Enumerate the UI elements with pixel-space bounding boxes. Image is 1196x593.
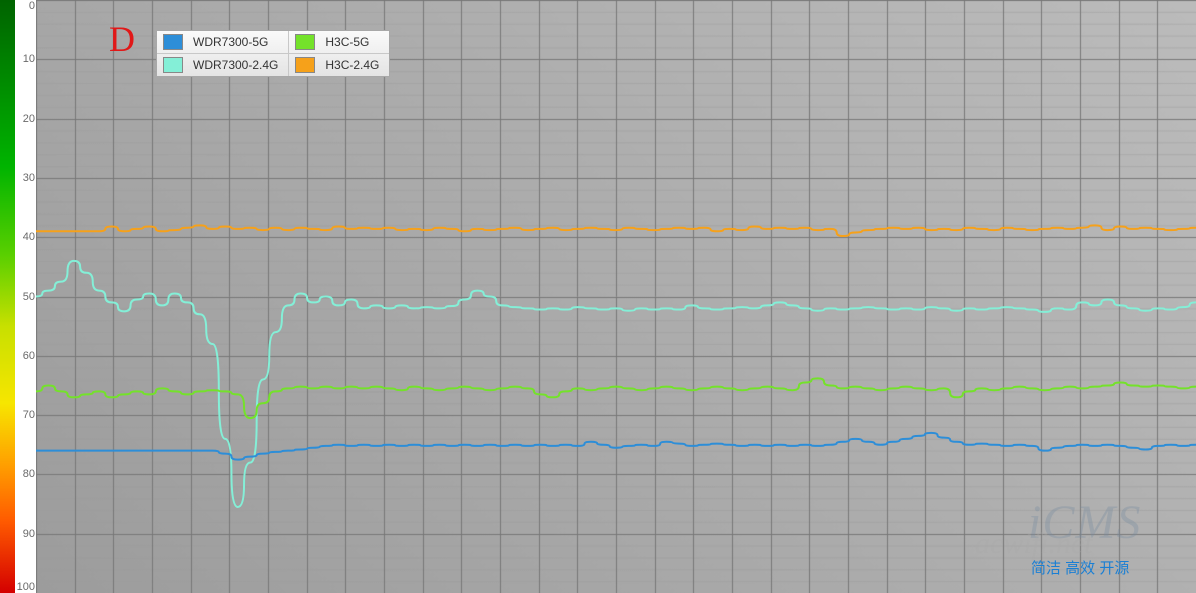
signal-gradient-bar (0, 0, 15, 593)
legend-swatch (295, 34, 315, 50)
legend-item-h3c24g[interactable]: H3C-2.4G (289, 54, 389, 76)
legend-label: H3C-5G (325, 35, 369, 49)
series-h3c24g (36, 225, 1196, 236)
series-wdr24g (36, 261, 1196, 507)
y-tick-label: 80 (15, 468, 35, 480)
y-tick-label: 10 (15, 53, 35, 65)
plot-svg (36, 0, 1196, 593)
legend-label: H3C-2.4G (325, 58, 379, 72)
chart-root: 0102030405060708090100 D WDR7300-5GWDR73… (0, 0, 1196, 593)
marker-letter: D (109, 18, 135, 60)
legend-label: WDR7300-2.4G (193, 58, 278, 72)
legend-swatch (163, 34, 183, 50)
y-tick-label: 20 (15, 113, 35, 125)
y-tick-label: 90 (15, 528, 35, 540)
y-tick-label: 60 (15, 350, 35, 362)
watermark-acwifi: acwifi.net (975, 527, 1092, 561)
legend-swatch (163, 57, 183, 73)
y-tick-label: 100 (15, 581, 35, 593)
y-axis: 0 10 20 30 40 50 60 70 80 90 100 (15, 0, 36, 593)
legend-label: WDR7300-5G (193, 35, 268, 49)
series-wdr5g (36, 433, 1196, 460)
legend-item-h3c5g[interactable]: H3C-5G (289, 31, 389, 54)
y-tick-label: 50 (15, 291, 35, 303)
legend: WDR7300-5G WDR7300-2.4G H3C-5G H3C-2.4G (156, 30, 390, 77)
series-h3c5g (36, 378, 1196, 418)
legend-item-wdr24g[interactable]: WDR7300-2.4G (157, 54, 289, 76)
y-tick-label: 0 (15, 0, 35, 12)
plot-area: D WDR7300-5GWDR7300-2.4GH3C-5GH3C-2.4G i… (36, 0, 1196, 593)
y-tick-label: 30 (15, 172, 35, 184)
legend-item-wdr5g[interactable]: WDR7300-5G (157, 31, 289, 54)
y-tick-label: 40 (15, 231, 35, 243)
legend-swatch (295, 57, 315, 73)
y-tick-label: 70 (15, 409, 35, 421)
watermark-cn: 简洁 高效 开源 (1031, 557, 1129, 578)
